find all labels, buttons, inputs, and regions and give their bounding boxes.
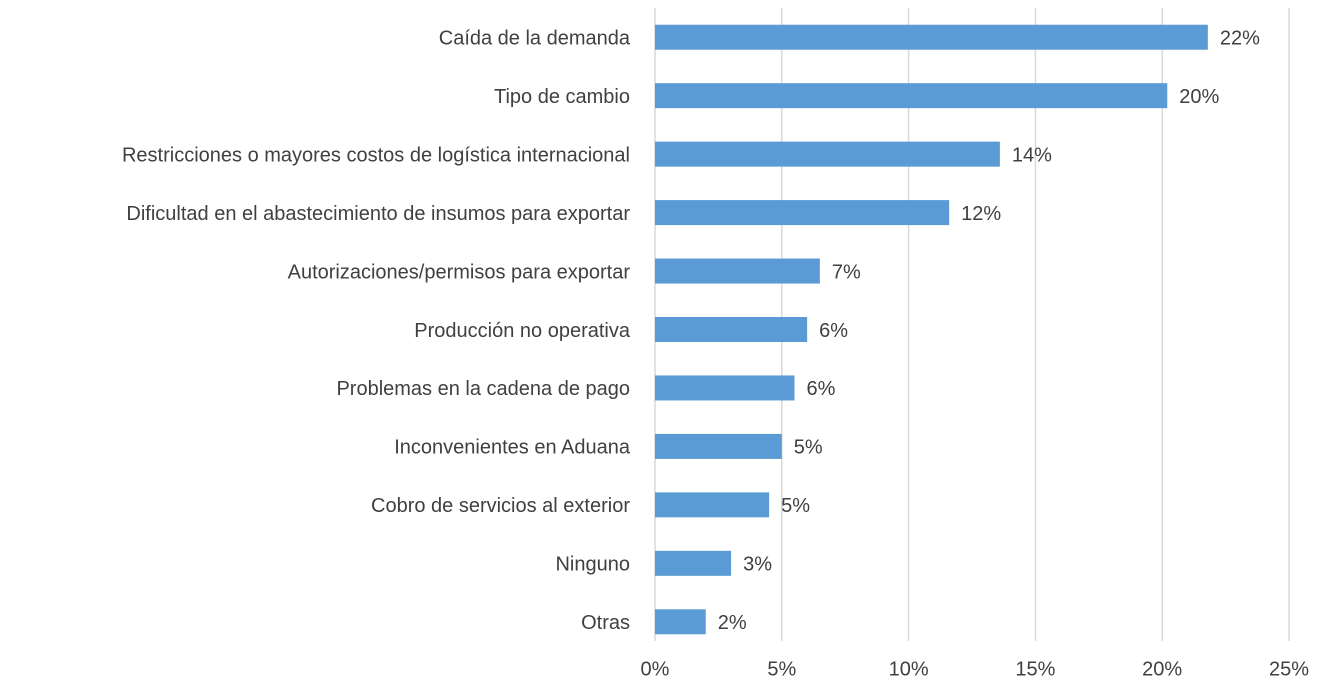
- bar: [655, 317, 808, 342]
- y-tick-label: Dificultad en el abastecimiento de insum…: [126, 203, 630, 225]
- data-label: 20%: [1179, 86, 1219, 108]
- y-tick-label: Otras: [581, 612, 630, 634]
- data-label: 2%: [718, 612, 747, 634]
- bar: [655, 433, 782, 459]
- x-tick-label: 25%: [1269, 658, 1309, 680]
- bar: [655, 550, 732, 576]
- x-tick-label: 5%: [767, 658, 796, 680]
- data-label: 3%: [743, 554, 772, 576]
- x-tick-label: 20%: [1142, 658, 1182, 680]
- bar: [655, 83, 1168, 109]
- data-label: 22%: [1220, 28, 1260, 50]
- data-label: 12%: [961, 203, 1001, 225]
- bar: [655, 24, 1208, 50]
- y-tick-label: Restricciones o mayores costos de logíst…: [122, 144, 630, 166]
- bar: [655, 609, 706, 635]
- data-label: 5%: [781, 495, 810, 517]
- y-tick-label: Caída de la demanda: [439, 28, 631, 50]
- x-tick-label: 0%: [641, 658, 670, 680]
- y-tick-label: Ninguno: [555, 554, 630, 576]
- x-tick-label: 10%: [889, 658, 929, 680]
- data-label: 6%: [806, 378, 835, 400]
- data-label: 7%: [832, 261, 861, 283]
- y-tick-label: Producción no operativa: [414, 320, 631, 342]
- y-tick-label: Tipo de cambio: [494, 86, 630, 108]
- y-tick-label: Autorizaciones/permisos para exportar: [288, 261, 631, 283]
- x-tick-label: 15%: [1015, 658, 1055, 680]
- bar: [655, 258, 820, 284]
- data-label: 5%: [794, 437, 823, 459]
- bar: [655, 375, 795, 401]
- y-tick-label: Cobro de servicios al exterior: [371, 495, 630, 517]
- bar: [655, 200, 950, 226]
- y-tick-label: Problemas en la cadena de pago: [336, 378, 630, 400]
- y-tick-label: Inconvenientes en Aduana: [394, 437, 631, 459]
- bar: [655, 492, 770, 518]
- bar: [655, 141, 1000, 167]
- data-label: 6%: [819, 320, 848, 342]
- data-label: 14%: [1012, 144, 1052, 166]
